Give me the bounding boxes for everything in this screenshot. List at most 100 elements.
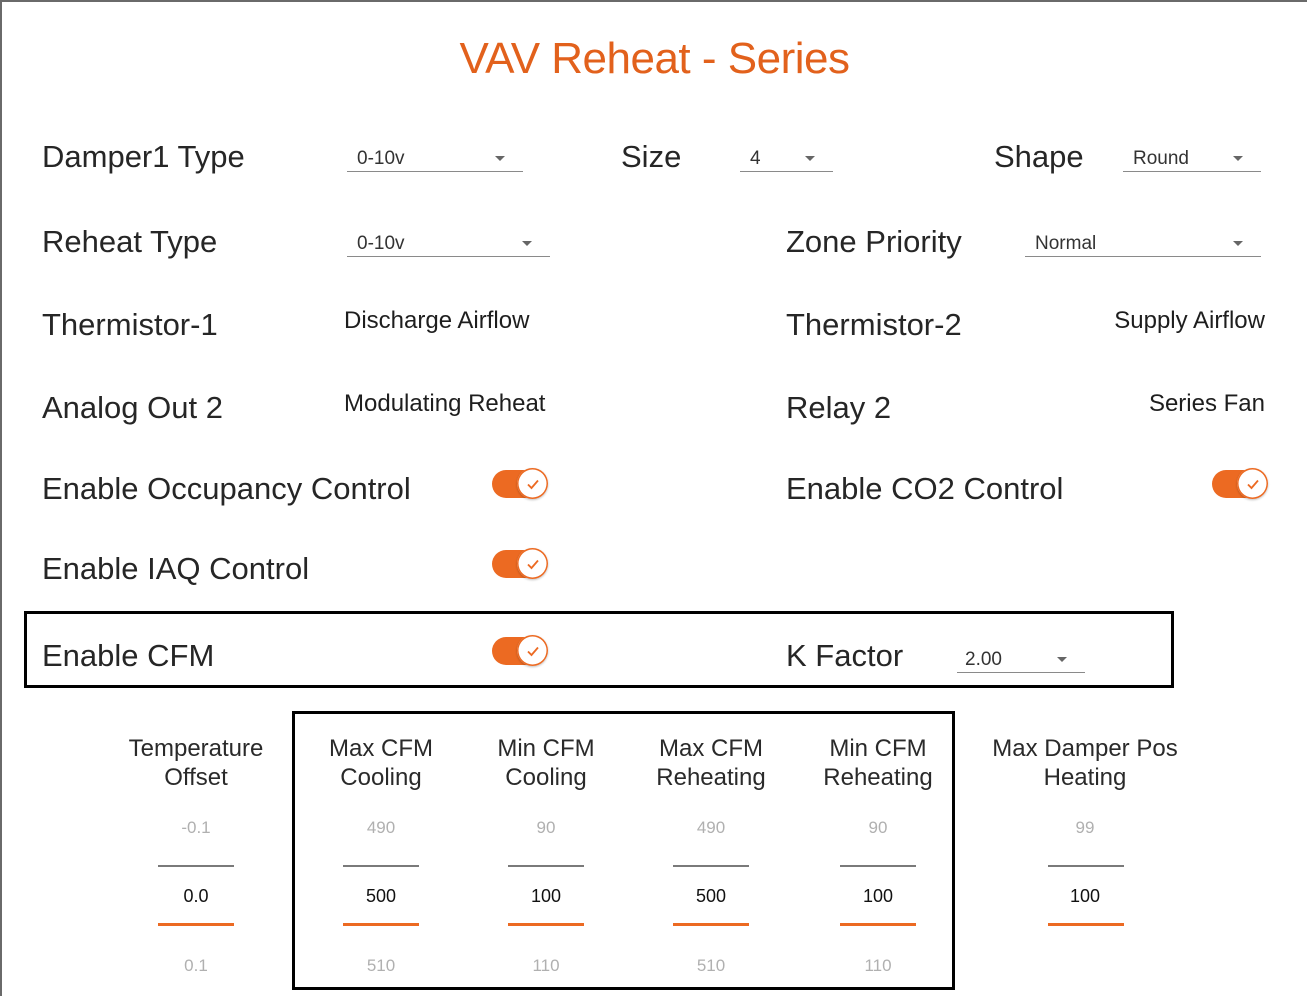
picker-divider-active	[673, 923, 749, 926]
thermistor2-value: Supply Airflow	[1114, 307, 1265, 334]
picker-label-line1: Min CFM	[829, 735, 927, 762]
size-dropdown[interactable]: 4	[740, 140, 833, 172]
chevron-down-icon	[495, 156, 505, 161]
picker-label-line2: Offset	[164, 764, 228, 791]
damper1-type-dropdown[interactable]: 0-10v	[347, 140, 523, 172]
k-factor-label: K Factor	[786, 638, 904, 673]
picker-next-value: 0.1	[184, 956, 208, 975]
picker-prev-value: 90	[536, 818, 556, 837]
picker-divider	[840, 865, 916, 867]
zone-priority-value: Normal	[1035, 233, 1097, 254]
picker-prev-value: -0.1	[181, 818, 211, 837]
reheat-type-dropdown[interactable]: 0-10v	[347, 225, 550, 257]
chevron-down-icon	[1233, 241, 1243, 246]
size-label: Size	[621, 139, 682, 174]
picker-label-line1: Max Damper Pos	[992, 735, 1178, 762]
shape-value: Round	[1133, 148, 1189, 169]
picker-label-line2: Cooling	[505, 764, 587, 791]
picker-divider-active	[840, 923, 916, 926]
picker-prev-value: 490	[366, 818, 396, 837]
temperature-offset-picker-column: Temperature Offset -0.1 0.0 0.1	[111, 734, 281, 975]
cfm-highlight-box	[24, 611, 1174, 688]
max-cfm-cooling-picker[interactable]	[336, 798, 426, 968]
picker-divider-active	[1048, 923, 1124, 926]
page-title: VAV Reheat - Series	[459, 34, 850, 83]
co2-control-label: Enable CO2 Control	[786, 471, 1064, 506]
picker-divider	[1048, 865, 1124, 867]
picker-label-line1: Max CFM	[329, 735, 433, 762]
max-cfm-cooling-picker-column: Max CFM Cooling 490 500 510	[296, 734, 466, 975]
picker-next-value: 110	[532, 956, 560, 975]
picker-label-line1: Min CFM	[497, 735, 595, 762]
zone-priority-dropdown[interactable]: Normal	[1025, 225, 1261, 257]
picker-divider	[673, 865, 749, 867]
min-cfm-reheating-picker[interactable]	[833, 798, 923, 968]
picker-divider-active	[343, 923, 419, 926]
k-factor-dropdown[interactable]: 2.00	[957, 641, 1085, 673]
min-cfm-cooling-picker[interactable]	[501, 798, 591, 968]
picker-prev-value: 99	[1075, 818, 1095, 837]
picker-divider	[508, 865, 584, 867]
thermistor2-label: Thermistor-2	[786, 307, 962, 342]
co2-control-toggle[interactable]	[1212, 468, 1268, 500]
enable-cfm-label: Enable CFM	[42, 638, 215, 673]
picker-divider-active	[508, 923, 584, 926]
picker-next-value: 510	[366, 956, 396, 975]
picker-label-line2: Reheating	[656, 764, 766, 791]
picker-current-value: 100	[1069, 886, 1101, 906]
cfm-pickers-highlight-box	[292, 711, 955, 990]
picker-next-value: 110	[864, 956, 892, 975]
zone-priority-label: Zone Priority	[786, 224, 962, 259]
chevron-down-icon	[1057, 657, 1067, 662]
check-icon	[526, 559, 539, 569]
shape-dropdown[interactable]: Round	[1123, 140, 1261, 172]
picker-divider	[158, 865, 234, 867]
max-damper-pos-heating-picker[interactable]	[1040, 798, 1130, 968]
picker-prev-value: 490	[696, 818, 726, 837]
damper1-type-label: Damper1 Type	[42, 139, 245, 174]
picker-label-line1: Temperature	[128, 735, 264, 762]
picker-current-value: 100	[530, 886, 562, 906]
reheat-type-value: 0-10v	[357, 233, 405, 254]
occupancy-control-label: Enable Occupancy Control	[42, 471, 411, 506]
min-cfm-reheating-picker-column: Min CFM Reheating 90 100 110	[793, 734, 963, 975]
chevron-down-icon	[1233, 156, 1243, 161]
temperature-offset-picker[interactable]	[151, 798, 241, 968]
check-icon	[526, 479, 539, 489]
reheat-type-label: Reheat Type	[42, 224, 218, 259]
enable-cfm-toggle[interactable]	[492, 635, 548, 667]
picker-divider	[343, 865, 419, 867]
max-cfm-reheating-picker[interactable]	[666, 798, 756, 968]
relay2-label: Relay 2	[786, 390, 892, 425]
damper1-type-value: 0-10v	[357, 148, 405, 169]
relay2-value: Series Fan	[1148, 390, 1265, 417]
picker-next-value: 510	[696, 956, 726, 975]
picker-current-value: 500	[695, 886, 727, 906]
picker-label-line2: Reheating	[823, 764, 933, 791]
chevron-down-icon	[805, 156, 815, 161]
thermistor1-label: Thermistor-1	[42, 307, 218, 342]
occupancy-control-toggle[interactable]	[492, 468, 548, 500]
picker-current-value: 500	[365, 886, 397, 906]
min-cfm-cooling-picker-column: Min CFM Cooling 90 100 110	[461, 734, 631, 975]
analog-out2-value: Modulating Reheat	[344, 390, 546, 417]
picker-label-line1: Max CFM	[659, 735, 763, 762]
picker-current-value: 0.0	[183, 886, 209, 906]
picker-label-line2: Cooling	[340, 764, 422, 791]
picker-prev-value: 90	[868, 818, 888, 837]
check-icon	[526, 646, 539, 656]
max-cfm-reheating-picker-column: Max CFM Reheating 490 500 510	[626, 734, 796, 975]
picker-label-line2: Heating	[1043, 764, 1127, 791]
iaq-control-label: Enable IAQ Control	[42, 551, 310, 586]
picker-current-value: 100	[862, 886, 894, 906]
k-factor-value: 2.00	[965, 649, 1002, 670]
analog-out2-label: Analog Out 2	[42, 390, 223, 425]
shape-label: Shape	[994, 139, 1084, 174]
thermistor1-value: Discharge Airflow	[344, 307, 530, 334]
picker-divider-active	[158, 923, 234, 926]
chevron-down-icon	[522, 241, 532, 246]
check-icon	[1246, 479, 1259, 489]
size-value: 4	[750, 148, 761, 169]
iaq-control-toggle[interactable]	[492, 548, 548, 580]
